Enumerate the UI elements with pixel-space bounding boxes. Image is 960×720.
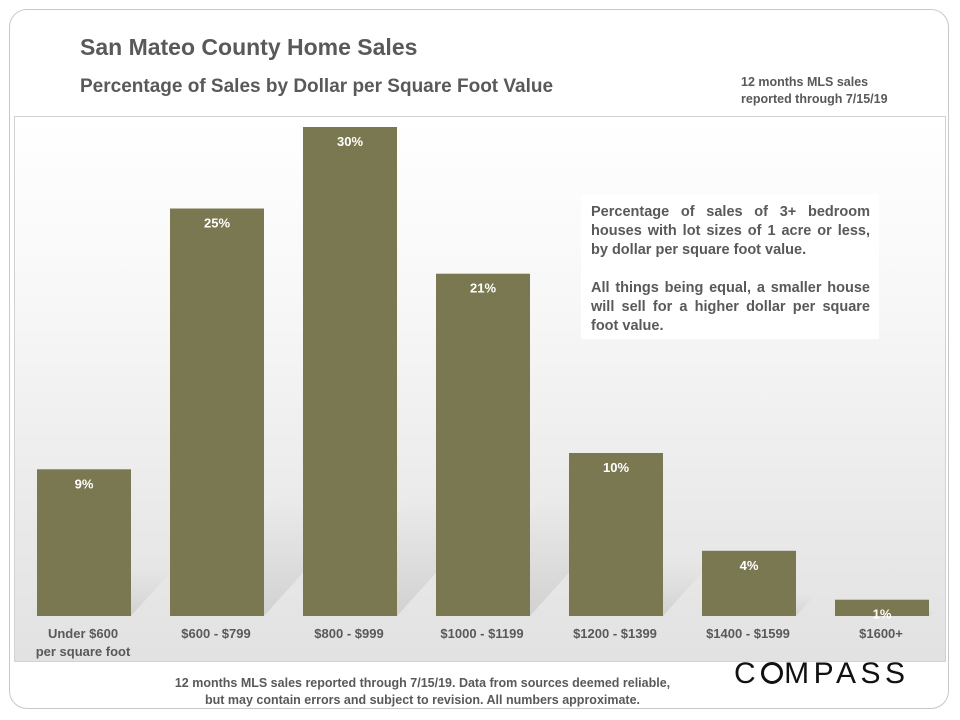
data-label-3: 30% [337, 134, 363, 149]
bar-4 [436, 273, 530, 616]
bar-1 [37, 469, 131, 616]
chart-subtitle: Percentage of Sales by Dollar per Square… [80, 76, 554, 97]
bar-2 [170, 208, 264, 616]
bar-3 [303, 127, 397, 616]
source-note: 12 months MLS sales reported through 7/1… [741, 74, 888, 108]
logo-text-start: C [734, 657, 761, 690]
annotation-paragraph-2: All things being equal, a smaller house … [591, 280, 870, 334]
footer-disclaimer: 12 months MLS sales reported through 7/1… [140, 675, 705, 709]
data-label-6: 4% [740, 558, 759, 573]
annotation-paragraph-1: Percentage of sales of 3+ bedroom houses… [591, 204, 870, 258]
bar-7 [835, 599, 929, 616]
compass-logo: C MPASS [734, 657, 909, 691]
logo-circle-icon [761, 662, 784, 684]
footer-line-1: 12 months MLS sales reported through 7/1… [174, 676, 671, 690]
data-label-5: 10% [603, 460, 629, 475]
bar-chart: 9% 25% 30% 21% 10% 4% 1% [37, 127, 935, 622]
data-label-1: 9% [75, 476, 94, 491]
plot-area: 9% 25% 30% 21% 10% 4% 1% [14, 116, 946, 662]
data-label-4: 21% [470, 281, 496, 296]
logo-text-end: MPASS [784, 657, 910, 690]
footer-line-2: but may contain errors and subject to re… [204, 693, 641, 707]
data-label-2: 25% [204, 216, 230, 231]
bar-5 [569, 453, 663, 616]
source-note-line-2: reported through 7/15/19 [741, 92, 888, 106]
annotation-box: Percentage of sales of 3+ bedroom houses… [581, 195, 879, 339]
chart-title: San Mateo County Home Sales [80, 34, 418, 60]
data-label-7: 1% [873, 607, 892, 622]
source-note-line-1: 12 months MLS sales [741, 75, 869, 89]
bar-6 [702, 550, 796, 616]
